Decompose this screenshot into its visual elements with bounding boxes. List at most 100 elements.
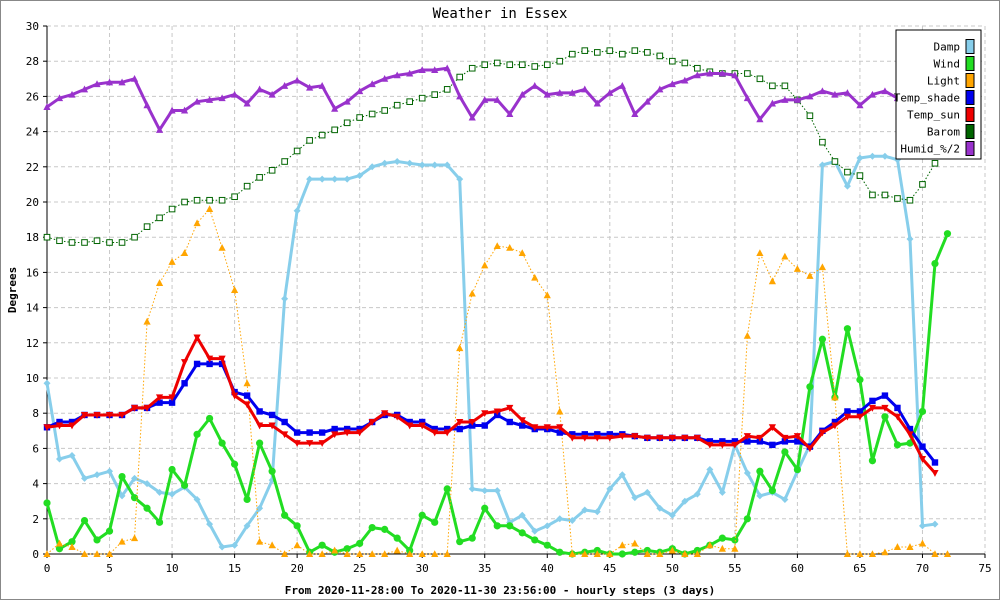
data-point	[606, 434, 614, 442]
data-point	[906, 196, 914, 204]
data-point	[456, 344, 464, 352]
data-point	[643, 434, 651, 442]
data-point	[493, 487, 501, 495]
data-point	[256, 537, 264, 545]
data-point	[368, 550, 376, 557]
data-point	[368, 163, 376, 171]
data-point	[794, 438, 801, 445]
data-point	[456, 419, 464, 426]
data-point	[156, 214, 163, 222]
data-point	[831, 158, 839, 165]
data-point	[619, 50, 626, 58]
data-point	[481, 487, 489, 495]
data-point	[343, 545, 351, 553]
data-point	[818, 263, 827, 271]
data-point	[443, 429, 451, 437]
data-point	[568, 434, 576, 442]
data-point	[468, 485, 476, 493]
data-point	[431, 425, 438, 433]
data-point	[205, 414, 214, 423]
data-point	[556, 89, 564, 96]
data-point	[93, 536, 101, 544]
data-point	[168, 394, 176, 402]
legend-swatch	[965, 124, 975, 139]
x-tick-label: 55	[728, 562, 741, 575]
data-point	[55, 422, 64, 430]
data-point	[606, 431, 613, 438]
data-point	[419, 418, 426, 426]
data-point	[68, 239, 76, 246]
data-point	[856, 101, 864, 109]
data-point	[293, 76, 301, 84]
data-point	[56, 455, 64, 463]
data-point	[406, 422, 414, 430]
data-point	[243, 99, 251, 107]
data-point	[393, 413, 401, 421]
data-point	[643, 550, 651, 557]
data-point	[706, 541, 714, 549]
data-point	[743, 469, 751, 477]
data-point	[206, 360, 213, 368]
data-point	[80, 516, 89, 525]
data-point	[331, 126, 338, 134]
data-point	[431, 550, 439, 557]
legend-swatch	[965, 56, 975, 71]
data-point	[243, 522, 251, 530]
data-point	[943, 230, 952, 238]
data-point	[243, 495, 251, 504]
x-tick-label: 15	[228, 562, 241, 575]
data-point	[368, 419, 376, 426]
data-point	[593, 49, 601, 56]
data-point	[818, 335, 827, 343]
x-tick-label: 25	[353, 562, 366, 575]
data-point	[393, 158, 401, 166]
data-point	[268, 422, 276, 430]
data-point	[606, 485, 614, 493]
data-point	[943, 550, 952, 557]
data-point	[718, 488, 726, 496]
data-point	[831, 90, 839, 98]
data-point	[456, 92, 464, 100]
y-tick-label: 22	[26, 161, 39, 174]
data-point	[931, 159, 939, 167]
data-point	[906, 235, 914, 243]
data-point	[756, 249, 764, 257]
y-axis-label: Degrees	[6, 267, 19, 313]
data-point	[343, 429, 351, 437]
data-point	[618, 82, 626, 89]
data-point	[631, 539, 639, 547]
data-point	[143, 101, 151, 109]
data-point	[531, 63, 539, 70]
data-point	[418, 94, 426, 102]
data-point	[93, 411, 101, 419]
data-point	[618, 471, 626, 479]
series-light	[43, 205, 952, 557]
data-point	[118, 78, 126, 86]
data-point	[193, 97, 201, 105]
data-point	[218, 196, 226, 204]
data-point	[793, 265, 801, 272]
data-point	[193, 196, 201, 204]
data-point	[894, 404, 901, 412]
data-point	[343, 175, 351, 183]
y-tick-label: 12	[26, 337, 39, 350]
data-point	[268, 467, 276, 475]
data-point	[806, 445, 814, 453]
legend-swatch	[965, 141, 975, 156]
data-point	[331, 425, 338, 433]
data-point	[43, 499, 51, 507]
data-point	[581, 506, 589, 514]
data-point	[43, 233, 51, 241]
y-tick-label: 2	[32, 513, 39, 526]
data-point	[506, 243, 514, 251]
data-point	[431, 518, 439, 526]
x-tick-label: 60	[791, 562, 804, 575]
data-point	[681, 434, 689, 442]
series-wind	[43, 230, 952, 558]
x-tick-label: 0	[44, 562, 51, 575]
data-point	[618, 550, 626, 558]
data-point	[906, 439, 914, 447]
data-point	[881, 152, 889, 160]
x-tick-label: 5	[106, 562, 113, 575]
data-point	[168, 465, 176, 474]
